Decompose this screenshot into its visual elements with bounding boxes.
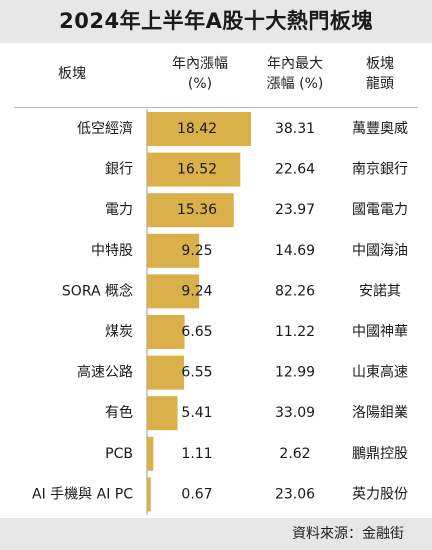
gain-value-0: 18.42 [177, 121, 217, 137]
gain-value-4: 9.24 [181, 283, 212, 299]
max-gain-value-8: 2.62 [279, 446, 310, 462]
header-gain: 年內漲幅 (%) [150, 54, 250, 94]
gain-value-9: 0.67 [181, 486, 212, 502]
bar-5 [147, 315, 185, 349]
sector-label-9: AI 手機與 AI PC [32, 486, 133, 502]
sector-label-8: PCB [105, 446, 133, 462]
sector-label-1: 銀行 [105, 162, 133, 178]
header-gain-line2: (%) [187, 76, 213, 92]
bar-2 [147, 193, 234, 228]
leader-label-7: 洛陽鉬業 [352, 405, 408, 421]
max-gain-value-2: 23.97 [275, 202, 315, 218]
max-gain-value-6: 12.99 [275, 365, 315, 381]
leader-label-0: 萬豐奧威 [352, 121, 408, 137]
bar-3 [147, 233, 200, 268]
title-band [0, 0, 432, 43]
header-max-line1: 年內最大 [267, 56, 323, 72]
bar-6 [147, 355, 184, 390]
leader-label-5: 中國神華 [352, 324, 408, 340]
leader-label-9: 英力股份 [352, 485, 408, 502]
header-max-line2: 漲幅 (%) [266, 76, 324, 92]
bar-1 [147, 152, 241, 187]
gain-value-7: 5.41 [181, 405, 212, 421]
leader-label-6: 山東高速 [352, 364, 408, 381]
sector-label-3: 中特股 [91, 243, 133, 259]
max-gain-value-3: 14.69 [275, 243, 315, 259]
bar-7 [147, 396, 178, 431]
leader-label-3: 中國海油 [352, 243, 408, 259]
sector-label-7: 有色 [105, 404, 133, 421]
header-max-gain: 年內最大 漲幅 (%) [245, 54, 345, 94]
header-sector-label: 板塊 [58, 66, 86, 82]
leader-label-8: 鵬鼎控股 [352, 446, 408, 462]
gain-value-1: 16.52 [177, 162, 217, 178]
max-gain-value-5: 11.22 [275, 324, 315, 340]
leader-label-1: 南京銀行 [352, 162, 408, 178]
gain-value-5: 6.65 [181, 324, 212, 340]
chart-title: 2024年上半年A股十大熱門板塊 [59, 9, 373, 33]
header-sector: 板塊 [40, 64, 104, 84]
gain-value-3: 9.25 [181, 243, 212, 259]
header-leader-line1: 板塊 [366, 56, 394, 72]
bar-9 [147, 477, 151, 512]
sector-label-0: 低空經濟 [77, 121, 133, 137]
sector-label-4: SORA 概念 [62, 282, 133, 299]
header-divider [14, 107, 418, 108]
leader-label-4: 安諾其 [359, 283, 401, 299]
max-gain-value-4: 82.26 [275, 283, 315, 299]
source-note: 資料來源：金融街 [292, 526, 404, 542]
max-gain-value-9: 23.06 [275, 486, 315, 502]
bar-8 [147, 436, 154, 471]
header-leader-line2: 龍頭 [366, 76, 394, 92]
gain-value-8: 1.11 [181, 446, 212, 462]
header-leader: 板塊 龍頭 [335, 54, 425, 94]
gain-value-6: 6.55 [181, 365, 212, 381]
footer-band [0, 518, 432, 550]
leader-label-2: 國電電力 [352, 202, 408, 218]
sector-label-6: 高速公路 [77, 364, 133, 381]
max-gain-value-7: 33.09 [275, 405, 315, 421]
header-gain-line1: 年內漲幅 [172, 56, 228, 72]
max-gain-value-0: 38.31 [275, 121, 315, 137]
sector-label-2: 電力 [105, 202, 133, 218]
max-gain-value-1: 22.64 [275, 162, 315, 178]
bar-0 [147, 112, 251, 146]
gain-value-2: 15.36 [177, 202, 217, 218]
bar-4 [147, 274, 200, 309]
sector-label-5: 煤炭 [105, 324, 133, 340]
